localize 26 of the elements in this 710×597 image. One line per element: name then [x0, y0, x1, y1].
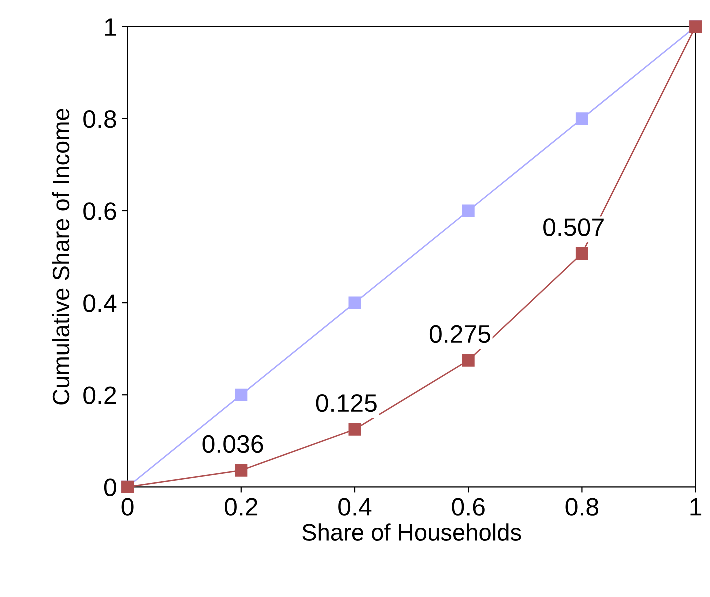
- y-axis-title: Cumulative Share of Income: [52, 109, 70, 405]
- y-tick-label: 0.6: [84, 202, 116, 220]
- y-tick-label: 0.4: [84, 294, 117, 312]
- x-tick-label: 0.4: [338, 498, 372, 516]
- point: [576, 112, 588, 126]
- y-tick-label: 1: [105, 18, 116, 36]
- y-tick-label: 0: [104, 478, 116, 496]
- point: [348, 296, 362, 310]
- x-tick-label: 0.2: [225, 498, 258, 516]
- data-label: 0.036: [202, 435, 264, 454]
- point: [462, 204, 475, 218]
- point: [235, 388, 248, 402]
- point: [462, 354, 475, 367]
- data-label: 0.125: [316, 394, 377, 412]
- point: [348, 423, 362, 436]
- x-axis-title: Share of Households: [302, 524, 522, 541]
- y-tick-label: 0.8: [84, 110, 116, 128]
- y-tick-label: 0.2: [84, 386, 116, 404]
- x-tick-label: 0.6: [452, 498, 485, 516]
- x-tick-label: 0.8: [566, 498, 598, 516]
- data-label: 0.507: [544, 218, 604, 236]
- point: [576, 248, 588, 260]
- x-tick-label: 1: [690, 498, 702, 516]
- data-label: 0.275: [430, 325, 490, 344]
- point: [235, 464, 248, 477]
- x-tick-label: 0: [122, 498, 134, 516]
